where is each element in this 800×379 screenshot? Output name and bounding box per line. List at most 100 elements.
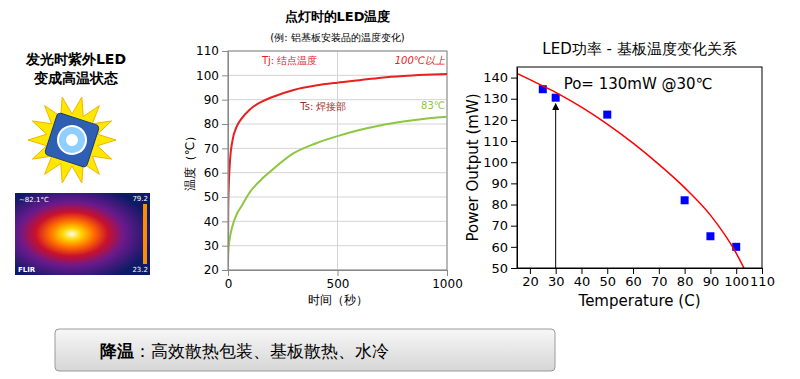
tick-label: 70 [491, 218, 508, 233]
data-point [681, 196, 689, 204]
y-axis-title: Power Output (mW) [464, 93, 482, 241]
tick: 40 [204, 215, 228, 229]
series-group [517, 73, 744, 268]
annotation: 83℃ [421, 100, 445, 111]
axis: 0 500 1000 [225, 270, 463, 291]
tick-mark [338, 270, 339, 276]
tick: 90 [491, 176, 517, 191]
banner: 降温：高效散热包装、基板散热、水冷 [55, 329, 555, 371]
tick-label: 100 [483, 155, 508, 170]
tick: 20 [522, 268, 539, 289]
series-line [228, 117, 447, 265]
plot-area [228, 51, 447, 270]
tick: 100 [196, 69, 228, 83]
tick-mark [659, 268, 660, 274]
tick-label: 140 [483, 70, 508, 85]
data-point [552, 94, 560, 102]
tick-label: 20 [522, 274, 539, 289]
tick: 50 [599, 268, 616, 289]
tick-mark [222, 221, 228, 222]
tick-mark [511, 141, 517, 142]
tick-label: 500 [327, 277, 350, 291]
tick-mark [556, 268, 557, 274]
tick-label: 20 [204, 263, 219, 277]
led-icon [44, 112, 99, 167]
trend-line [517, 73, 744, 268]
tick: 500 [327, 270, 350, 291]
tick-label: 110 [196, 44, 219, 58]
series-label: Ts: 焊接部 [299, 101, 346, 112]
tick: 50 [491, 261, 517, 276]
banner-rest: ：高效散热包装、基板散热、水冷 [134, 341, 389, 361]
banner-bold: 降温 [100, 341, 134, 361]
data-point [603, 111, 611, 119]
tick: 1000 [432, 270, 463, 291]
tick: 0 [225, 270, 233, 291]
x-axis-title: Temperature (C) [578, 292, 701, 310]
tick-mark [222, 148, 228, 149]
x-axis-title: 时间（秒） [308, 293, 368, 307]
grid [228, 51, 447, 270]
tick-mark [447, 270, 448, 276]
chart: LED功率 - 基板温度变化关系 50 60 70 80 90 100 110 120 130 14… [464, 40, 775, 310]
tick: 60 [625, 268, 642, 289]
tick-label: 1000 [432, 277, 463, 291]
banner-box [55, 329, 555, 371]
heading-line: 变成高温状态 [33, 70, 118, 86]
tick: 30 [548, 268, 565, 289]
axis-line [517, 68, 518, 269]
series-line [228, 74, 447, 265]
annotation-arrow [555, 104, 556, 268]
thermal-brand: FLIR [18, 266, 36, 274]
tick-mark [511, 99, 517, 100]
tick-mark [607, 268, 608, 274]
tick-label: 70 [204, 142, 219, 156]
chart-subtitle: (例: 铝基板安装品的温度变化) [270, 32, 404, 43]
tick-mark [511, 162, 517, 163]
tick: 40 [574, 268, 591, 289]
tick-label: 30 [548, 274, 565, 289]
tick-label: 110 [750, 274, 775, 289]
tick-mark [228, 270, 229, 276]
led-core [64, 132, 79, 147]
chart: 点灯时的LED温度(例: 铝基板安装品的温度变化)203040506070809… [183, 9, 463, 307]
tick-label: 80 [491, 197, 508, 212]
tick-mark [222, 51, 228, 52]
tick: 80 [491, 197, 517, 212]
tick-mark [581, 268, 582, 274]
tick-label: 90 [703, 274, 720, 289]
tick: 30 [204, 239, 228, 253]
tick-label: 50 [491, 261, 508, 276]
tick: 90 [204, 93, 228, 107]
tick: 80 [677, 268, 694, 289]
tick: 110 [483, 134, 517, 149]
tick: 90 [703, 268, 720, 289]
plot-frame [228, 51, 447, 270]
tick-mark [736, 268, 737, 274]
led-lens [54, 122, 89, 157]
thermal-scale [143, 204, 147, 264]
tick-label: 30 [204, 239, 219, 253]
tick: 120 [483, 113, 517, 128]
tick-label: 130 [483, 91, 508, 106]
series-group [228, 74, 447, 265]
tick-label: 40 [574, 274, 591, 289]
data-point [706, 232, 714, 240]
tick-mark [511, 247, 517, 248]
tick-label: 110 [483, 134, 508, 149]
tick-mark [511, 183, 517, 184]
tick-mark [511, 226, 517, 227]
thermal-label: ~82.1°C [19, 196, 49, 204]
tick-label: 0 [225, 277, 233, 291]
tick-label: 80 [204, 117, 219, 131]
axis: 2030405060708090100110 [196, 44, 228, 277]
tick: 100 [483, 155, 517, 170]
tick-label: 60 [491, 240, 508, 255]
tick-mark [511, 78, 517, 79]
tick-label: 60 [625, 274, 642, 289]
chart-title: LED功率 - 基板温度变化关系 [542, 40, 736, 58]
tick: 50 [204, 190, 228, 204]
y-axis-title: 温度（℃） [183, 130, 197, 191]
annotation: Po= 130mW @30℃ [564, 75, 713, 93]
tick-mark [222, 270, 228, 271]
